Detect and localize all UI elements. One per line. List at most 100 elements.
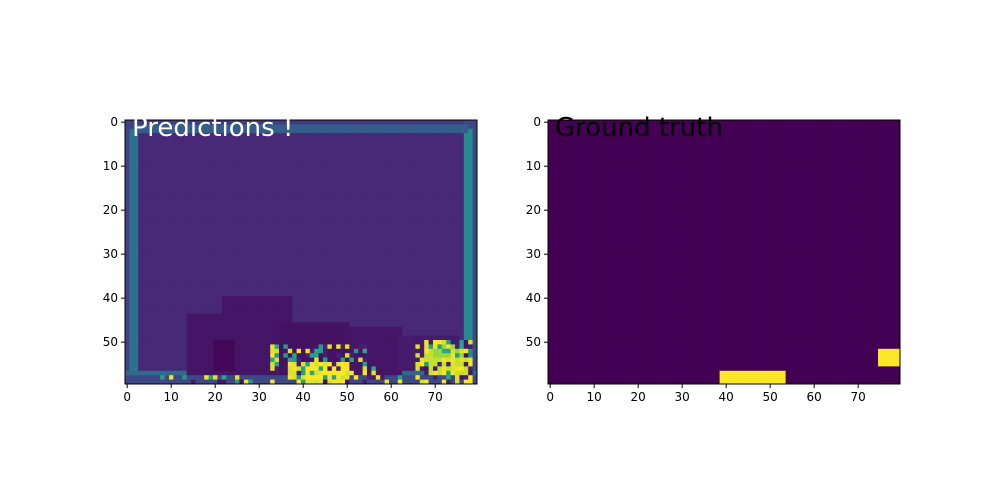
predictions-cell bbox=[287, 225, 293, 231]
predictions-cell bbox=[164, 348, 170, 354]
predictions-cell bbox=[191, 120, 196, 125]
predictions-cell bbox=[428, 300, 434, 306]
predictions-cell bbox=[133, 300, 139, 306]
predictions-cell bbox=[265, 225, 271, 231]
predictions-cell bbox=[287, 247, 293, 253]
predictions-cell bbox=[186, 120, 192, 125]
predictions-cell bbox=[459, 208, 465, 213]
predictions-cell bbox=[265, 194, 271, 200]
predictions-cell bbox=[446, 208, 451, 213]
predictions-cell bbox=[160, 234, 165, 240]
predictions-cell bbox=[230, 256, 236, 262]
predictions-cell bbox=[239, 366, 245, 372]
predictions-cell bbox=[402, 318, 407, 323]
predictions-cell bbox=[406, 291, 412, 297]
predictions-cell bbox=[230, 366, 236, 372]
predictions-cell bbox=[349, 278, 355, 284]
predictions-cell bbox=[384, 216, 390, 222]
predictions-cell bbox=[345, 353, 350, 358]
predictions-cell bbox=[147, 194, 152, 200]
predictions-cell bbox=[402, 300, 407, 306]
predictions-cell bbox=[345, 208, 350, 213]
predictions-cell bbox=[428, 247, 434, 253]
predictions-cell bbox=[309, 278, 315, 284]
predictions-cell bbox=[129, 340, 135, 345]
predictions-cell bbox=[160, 199, 165, 204]
predictions-cell bbox=[274, 238, 280, 244]
predictions-cell bbox=[433, 164, 438, 169]
predictions-cell bbox=[257, 331, 262, 336]
predictions-cell bbox=[345, 331, 350, 336]
predictions-cell bbox=[441, 340, 447, 345]
predictions-cell bbox=[358, 150, 363, 156]
predictions-cell bbox=[309, 379, 315, 385]
ground-truth-cell bbox=[653, 120, 659, 125]
predictions-cell bbox=[283, 164, 289, 169]
predictions-cell bbox=[138, 155, 143, 160]
predictions-cell bbox=[358, 164, 363, 169]
predictions-cell bbox=[301, 353, 306, 358]
predictions-cell bbox=[314, 238, 319, 244]
predictions-cell bbox=[327, 150, 333, 156]
predictions-cell bbox=[463, 234, 469, 240]
predictions-cell bbox=[173, 353, 179, 358]
predictions-cell bbox=[314, 269, 319, 275]
predictions-cell bbox=[323, 322, 328, 328]
predictions-cell bbox=[129, 269, 135, 275]
predictions-cell bbox=[424, 252, 429, 257]
predictions-cell bbox=[292, 348, 297, 354]
predictions-cell bbox=[397, 155, 403, 160]
predictions-cell bbox=[402, 348, 407, 354]
predictions-cell bbox=[125, 177, 130, 182]
predictions-cell bbox=[265, 238, 271, 244]
predictions-cell bbox=[411, 186, 416, 191]
predictions-cell bbox=[411, 203, 416, 209]
predictions-cell bbox=[340, 234, 346, 240]
predictions-cell bbox=[367, 252, 372, 257]
predictions-cell bbox=[155, 313, 161, 319]
predictions-cell bbox=[327, 331, 333, 336]
predictions-cell bbox=[411, 326, 416, 332]
predictions-cell bbox=[349, 357, 355, 363]
predictions-cell bbox=[133, 322, 139, 328]
predictions-cell bbox=[204, 221, 209, 226]
predictions-cell bbox=[133, 238, 139, 244]
predictions-cell bbox=[309, 353, 315, 358]
ground-truth-cell bbox=[675, 120, 681, 125]
predictions-cell bbox=[164, 216, 170, 222]
predictions-cell bbox=[406, 348, 412, 354]
predictions-cell bbox=[257, 133, 262, 138]
predictions-cell bbox=[235, 146, 240, 152]
predictions-cell bbox=[314, 370, 319, 376]
predictions-cell bbox=[169, 326, 174, 332]
predictions-cell bbox=[455, 247, 460, 253]
predictions-cell bbox=[283, 322, 289, 328]
predictions-cell bbox=[252, 278, 258, 284]
predictions-cell bbox=[424, 128, 429, 134]
predictions-cell bbox=[428, 260, 434, 266]
predictions-cell bbox=[384, 287, 390, 292]
predictions-cell bbox=[433, 335, 438, 341]
predictions-cell bbox=[371, 348, 377, 354]
predictions-cell bbox=[305, 212, 311, 218]
predictions-cell bbox=[204, 172, 209, 178]
predictions-cell bbox=[459, 225, 465, 231]
predictions-cell bbox=[309, 146, 315, 152]
predictions-cell bbox=[441, 150, 447, 156]
predictions-cell bbox=[353, 238, 359, 244]
predictions-cell bbox=[446, 199, 451, 204]
predictions-cell bbox=[173, 120, 179, 125]
predictions-cell bbox=[406, 269, 412, 275]
predictions-cell bbox=[371, 225, 377, 231]
predictions-cell bbox=[415, 366, 421, 372]
predictions-cell bbox=[169, 318, 174, 323]
predictions-cell bbox=[160, 318, 165, 323]
predictions-cell bbox=[226, 181, 231, 187]
predictions-cell bbox=[450, 181, 456, 187]
predictions-cell bbox=[384, 230, 390, 235]
predictions-cell bbox=[142, 172, 148, 178]
predictions-cell bbox=[323, 340, 328, 345]
predictions-cell bbox=[468, 318, 473, 323]
predictions-cell bbox=[437, 243, 443, 248]
predictions-cell bbox=[257, 340, 262, 345]
